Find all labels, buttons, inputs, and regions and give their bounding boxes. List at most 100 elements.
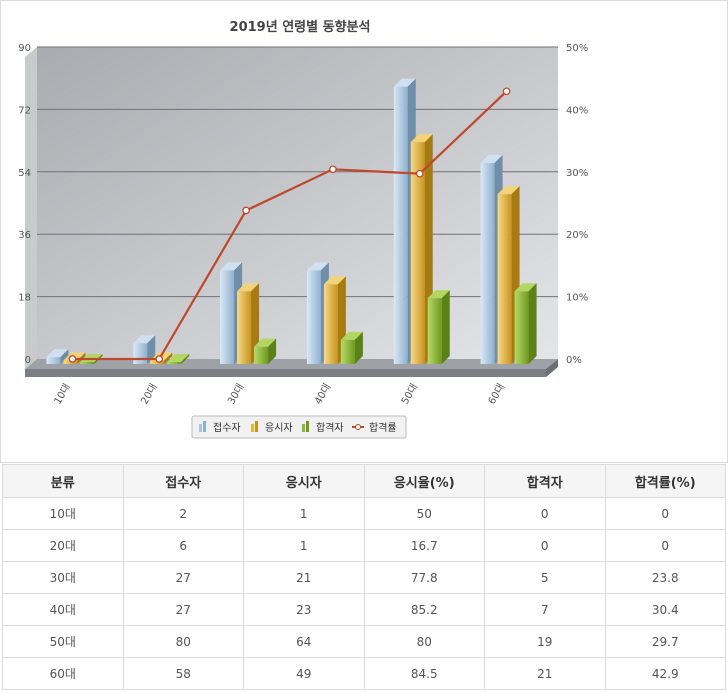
- legend-marker-pass-rate: [355, 424, 361, 430]
- bar-applicants-top: [497, 186, 520, 195]
- table-cell: 85.2: [363, 593, 485, 626]
- bar-applicants-face: [497, 194, 512, 364]
- bar-received-face: [46, 357, 61, 364]
- pass-rate-point[interactable]: [329, 165, 337, 174]
- table-cell: 5: [484, 561, 606, 594]
- table-cell: 29.7: [604, 625, 726, 658]
- table-cell: 1: [243, 529, 365, 562]
- legend-item-pass-rate[interactable]: 합격률: [352, 421, 397, 434]
- legend-item-passed[interactable]: 합격자: [302, 421, 344, 434]
- table-cell: 27: [122, 593, 244, 626]
- legend: 접수자 응시자 합격자 합격률: [191, 415, 407, 439]
- x-tick-label: 10대: [52, 382, 73, 407]
- bar-passed-side: [181, 354, 190, 364]
- y2-tick-label: 40%: [566, 105, 588, 116]
- bar-passed-top: [254, 338, 277, 347]
- bar-passed-top: [427, 290, 450, 299]
- bar-passed-side: [528, 283, 537, 364]
- x-tick-label: 20대: [138, 382, 159, 407]
- bar-passed-face: [427, 298, 442, 364]
- bar-passed-side: [268, 338, 277, 364]
- y-tick-label: 0: [25, 355, 31, 366]
- pass-rate-point[interactable]: [68, 355, 77, 363]
- bar-passed-face: [340, 339, 355, 364]
- bar-passed: [514, 283, 537, 364]
- bar-received-face: [133, 343, 148, 364]
- header-applicants: 응시자: [243, 464, 365, 498]
- bar-applicants-top: [237, 283, 260, 292]
- table-cell: 27: [122, 561, 244, 594]
- bar-received-top: [220, 262, 243, 271]
- legend-item-received[interactable]: 접수자: [199, 421, 241, 434]
- x-tick-label: 60대: [486, 382, 507, 407]
- bar-passed-top: [340, 331, 363, 340]
- header-received: 접수자: [122, 464, 244, 498]
- table-cell: 42.9: [604, 657, 726, 690]
- y2-tick-label: 20%: [566, 230, 588, 241]
- legend-swatch-applicants-2: [255, 421, 258, 432]
- y2-tick-label: 10%: [566, 293, 588, 304]
- table-cell: 16.7: [363, 529, 485, 562]
- y-tick-label: 90: [18, 43, 31, 54]
- table-cell: 58: [122, 657, 244, 690]
- legend-swatch-applicants: [251, 424, 254, 432]
- y2-tick-label: 50%: [566, 43, 588, 54]
- table-cell: 23.8: [604, 561, 726, 594]
- header-pass-rate: 합격률(%): [604, 464, 726, 498]
- plot-floor-corner: [546, 359, 558, 377]
- bar-passed: [340, 331, 363, 364]
- legend-label-applicants: 응시자: [265, 422, 293, 434]
- table-cell: 77.8: [363, 561, 485, 594]
- table-cell: 23: [243, 593, 365, 626]
- bar-received-top: [46, 349, 69, 358]
- pass-rate-line: [72, 90, 508, 361]
- pass-rate-point[interactable]: [502, 87, 511, 96]
- bar-received-top: [393, 78, 416, 87]
- legend-swatch-received: [199, 424, 202, 432]
- chart-title: 2019년 연령별 동향분석: [230, 19, 371, 35]
- y2-tick-label: 0%: [566, 355, 582, 366]
- bar-received-top: [306, 262, 329, 271]
- pass-rate-point[interactable]: [242, 206, 250, 215]
- x-tick-label: 50대: [399, 382, 420, 407]
- y-tick-label: 36: [18, 230, 31, 241]
- table-cell: 21: [484, 657, 606, 690]
- bar-passed-face: [80, 362, 95, 364]
- data-table: 분류 접수자 응시자 응시율(%) 합격자 합격률(%) 10대 2 1 50 …: [2, 464, 726, 690]
- bar-passed-side: [441, 290, 450, 364]
- header-category: 분류: [2, 464, 124, 498]
- table-cell: 2: [122, 497, 244, 530]
- bar-passed: [167, 354, 190, 364]
- bar-received-face: [480, 162, 495, 364]
- legend-label-passed: 합격자: [316, 421, 344, 434]
- table-cell: 60대: [2, 657, 124, 690]
- table-cell: 0: [604, 497, 726, 530]
- table-cell: 50대: [2, 625, 124, 658]
- table-cell: 0: [484, 497, 606, 530]
- table-cell: 10대: [2, 497, 124, 530]
- bar-passed: [254, 338, 277, 364]
- y-tick-label: 18: [18, 293, 31, 304]
- bar-passed-face: [167, 362, 182, 364]
- legend-item-applicants[interactable]: 응시자: [251, 421, 293, 434]
- bar-received-side: [147, 335, 156, 364]
- table-cell: 50: [363, 497, 485, 530]
- y-tick-label: 72: [18, 105, 31, 116]
- plot-floor: [25, 359, 558, 369]
- legend-label-pass-rate: 합격률: [369, 421, 397, 434]
- header-passed: 합격자: [484, 464, 606, 498]
- table-cell: 7: [484, 593, 606, 626]
- pass-rate-point[interactable]: [415, 169, 424, 178]
- table-cell: 64: [243, 625, 365, 658]
- table-cell: 0: [604, 529, 726, 562]
- table-cell: 21: [243, 561, 365, 594]
- bar-passed-top: [167, 354, 190, 362]
- bar-received-face: [306, 270, 321, 364]
- bar-applicants-face: [237, 291, 252, 364]
- plot-floor-edge: [25, 369, 546, 377]
- table-cell: 30대: [2, 561, 124, 594]
- pass-rate-point[interactable]: [155, 355, 164, 363]
- table-row: 10대 2 1 50 0 0: [2, 497, 726, 530]
- table-cell: 0: [484, 529, 606, 562]
- table-row: 40대 27 23 85.2 7 30.4: [2, 593, 726, 626]
